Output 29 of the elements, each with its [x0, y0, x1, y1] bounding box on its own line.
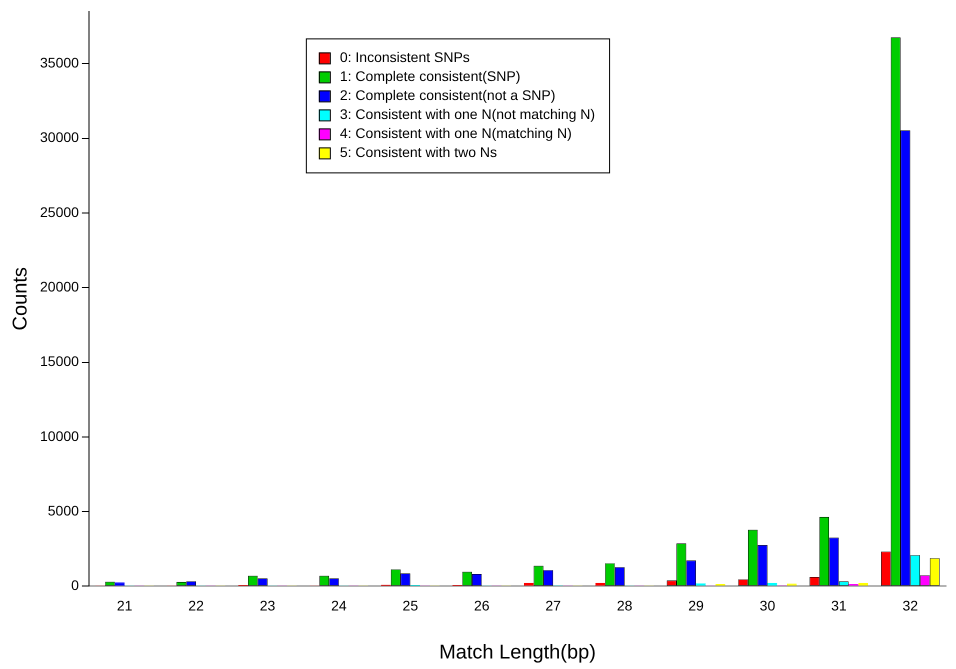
x-tick-label: 24: [331, 597, 347, 614]
y-tick-label: 30000: [40, 129, 80, 146]
x-tick-label: 32: [902, 597, 918, 614]
bar: [114, 582, 125, 586]
x-tick-label: 25: [402, 597, 418, 614]
y-tick-label: 10000: [40, 428, 80, 444]
legend-label: 0: Inconsistent SNPs: [340, 48, 470, 65]
y-tick-label: 0: [71, 577, 80, 594]
x-tick-label: 21: [116, 597, 133, 614]
legend-label: 1: Complete consistent(SNP): [340, 68, 520, 84]
y-tick-label: 25000: [40, 204, 80, 220]
legend-label: 2: Complete consistent(not a SNP): [340, 86, 556, 103]
legend-label: 4: Consistent with one N(matching N): [340, 124, 572, 141]
y-axis-title: Counts: [10, 267, 32, 330]
y-tick-label: 5000: [48, 502, 80, 518]
x-tick-label: 22: [188, 597, 204, 614]
x-tick-label: 27: [545, 597, 562, 614]
legend-label: 5: Consistent with two Ns: [340, 144, 498, 160]
legend-label: 3: Consistent with one N(not matching N): [340, 106, 596, 122]
x-tick-label: 23: [260, 597, 276, 614]
x-axis-title: Match Length(bp): [439, 642, 596, 664]
y-tick-label: 20000: [40, 278, 80, 294]
x-tick-label: 26: [474, 597, 490, 614]
x-tick-label: 29: [688, 597, 704, 614]
x-tick-label: 28: [616, 597, 633, 614]
x-tick-label: 31: [831, 597, 847, 614]
x-tick-label: 30: [760, 597, 776, 614]
y-tick-label: 35000: [40, 54, 80, 71]
y-tick-label: 15000: [40, 353, 80, 370]
